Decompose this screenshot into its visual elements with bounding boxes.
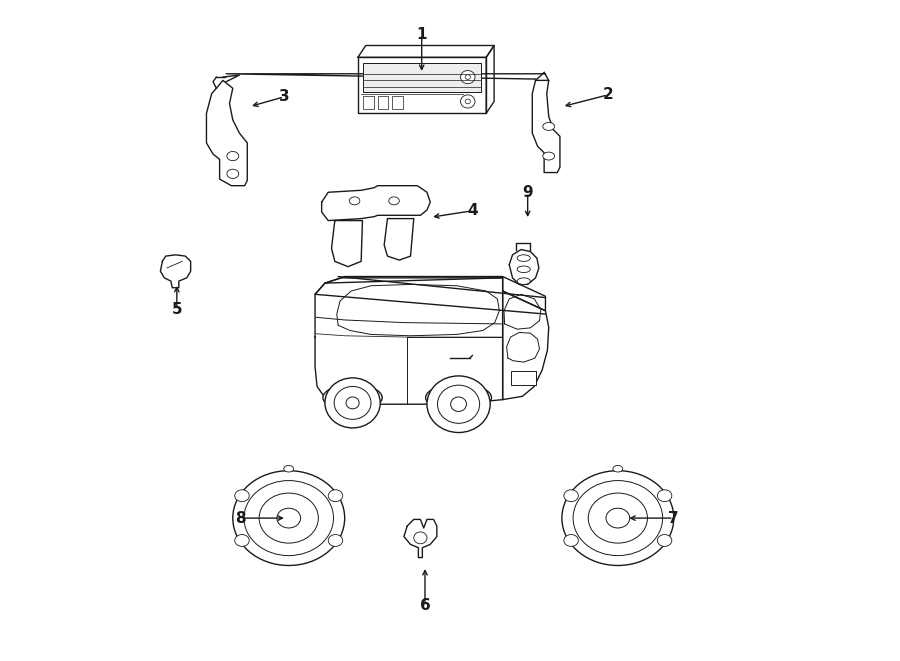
Ellipse shape — [465, 99, 471, 104]
Ellipse shape — [235, 490, 249, 502]
Ellipse shape — [244, 481, 334, 556]
Bar — [378, 96, 388, 109]
Ellipse shape — [573, 481, 662, 556]
Ellipse shape — [328, 535, 343, 547]
Bar — [363, 63, 481, 93]
Ellipse shape — [437, 385, 480, 423]
Ellipse shape — [543, 152, 554, 160]
Ellipse shape — [461, 71, 475, 84]
Ellipse shape — [657, 490, 671, 502]
Bar — [392, 96, 402, 109]
Bar — [510, 371, 536, 385]
Ellipse shape — [465, 75, 471, 79]
Bar — [358, 58, 486, 113]
Ellipse shape — [349, 197, 360, 205]
Text: 3: 3 — [279, 89, 290, 104]
Ellipse shape — [334, 387, 371, 419]
Ellipse shape — [426, 384, 491, 411]
Ellipse shape — [328, 490, 343, 502]
Text: 8: 8 — [236, 510, 246, 525]
Text: 9: 9 — [522, 185, 533, 200]
Ellipse shape — [589, 493, 647, 543]
Ellipse shape — [562, 471, 674, 565]
Ellipse shape — [461, 95, 475, 108]
Ellipse shape — [564, 535, 579, 547]
Ellipse shape — [564, 490, 579, 502]
Ellipse shape — [414, 532, 427, 544]
Text: 4: 4 — [468, 203, 479, 218]
Ellipse shape — [323, 385, 382, 410]
Text: 5: 5 — [172, 302, 182, 317]
Ellipse shape — [325, 378, 380, 428]
Ellipse shape — [284, 465, 293, 472]
Ellipse shape — [427, 376, 490, 432]
Text: 2: 2 — [603, 87, 613, 102]
Text: 7: 7 — [669, 510, 680, 525]
Ellipse shape — [543, 122, 554, 130]
Ellipse shape — [451, 397, 466, 411]
Ellipse shape — [227, 151, 239, 161]
Text: 1: 1 — [417, 27, 427, 42]
Ellipse shape — [518, 254, 530, 261]
Ellipse shape — [259, 493, 319, 543]
Ellipse shape — [518, 266, 530, 272]
Ellipse shape — [657, 535, 671, 547]
Ellipse shape — [233, 471, 345, 565]
Ellipse shape — [389, 197, 400, 205]
Ellipse shape — [606, 508, 630, 528]
Ellipse shape — [346, 397, 359, 408]
Ellipse shape — [613, 465, 623, 472]
Text: 6: 6 — [419, 598, 430, 613]
Ellipse shape — [227, 169, 239, 178]
Ellipse shape — [277, 508, 301, 528]
Ellipse shape — [518, 278, 530, 284]
Ellipse shape — [235, 535, 249, 547]
Bar — [363, 96, 374, 109]
